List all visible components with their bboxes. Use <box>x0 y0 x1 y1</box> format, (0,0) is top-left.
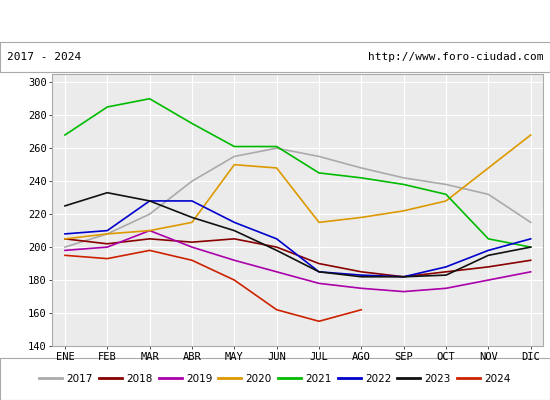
Text: Evolucion del paro registrado en Balsa de Cela: Evolucion del paro registrado en Balsa d… <box>74 14 476 28</box>
Text: 2017 - 2024: 2017 - 2024 <box>7 52 81 62</box>
Legend: 2017, 2018, 2019, 2020, 2021, 2022, 2023, 2024: 2017, 2018, 2019, 2020, 2021, 2022, 2023… <box>35 370 515 388</box>
Text: http://www.foro-ciudad.com: http://www.foro-ciudad.com <box>368 52 543 62</box>
